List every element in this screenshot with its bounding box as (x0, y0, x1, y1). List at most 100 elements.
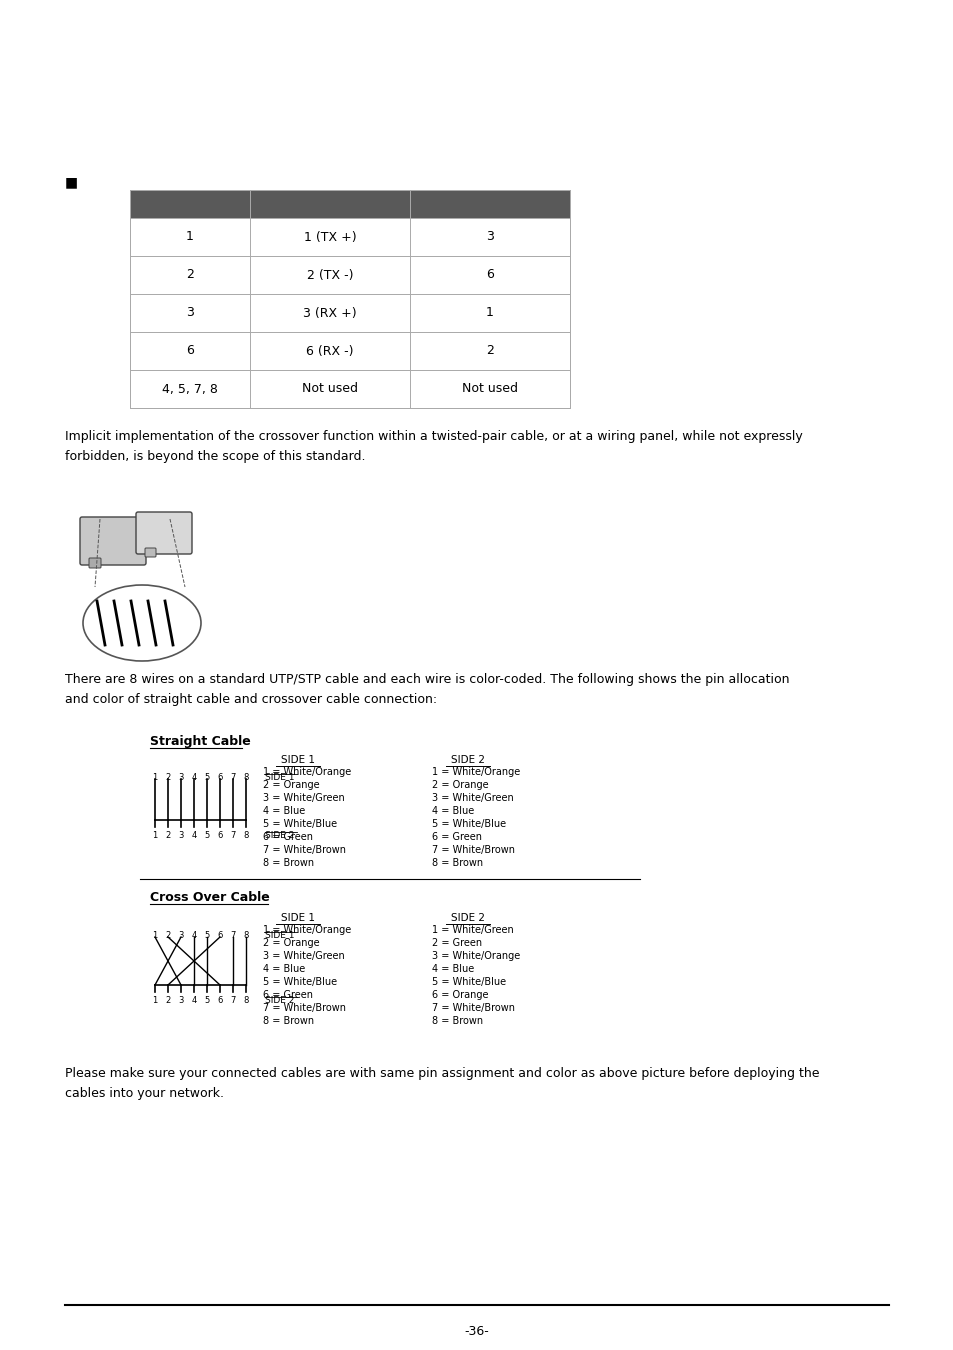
Text: -36-: -36- (464, 1324, 489, 1338)
Text: 5 = White/Blue: 5 = White/Blue (263, 977, 336, 987)
Text: 7 = White/Brown: 7 = White/Brown (263, 1003, 346, 1012)
Text: SIDE 2: SIDE 2 (265, 996, 294, 1004)
Text: 1: 1 (186, 231, 193, 243)
Text: SIDE 1: SIDE 1 (281, 755, 314, 765)
Text: 2 = Orange: 2 = Orange (263, 938, 319, 948)
Text: 4: 4 (192, 832, 196, 840)
Text: 6 = Green: 6 = Green (263, 990, 313, 1000)
Text: 1: 1 (152, 996, 157, 1004)
Bar (130, 370, 569, 408)
Text: 4, 5, 7, 8: 4, 5, 7, 8 (162, 382, 217, 396)
Text: 3 = White/Green: 3 = White/Green (263, 950, 344, 961)
Text: 2: 2 (165, 996, 171, 1004)
Ellipse shape (83, 585, 201, 662)
Text: 8: 8 (243, 996, 249, 1004)
Text: 4: 4 (192, 774, 196, 782)
Text: 3 = White/Green: 3 = White/Green (263, 792, 344, 803)
Text: 2 = Orange: 2 = Orange (263, 780, 319, 790)
Text: 3: 3 (485, 231, 494, 243)
Text: 4 = Blue: 4 = Blue (263, 806, 305, 815)
Text: 1: 1 (485, 306, 494, 320)
Text: 2: 2 (485, 344, 494, 358)
Text: 6: 6 (217, 774, 222, 782)
Text: 2: 2 (165, 832, 171, 840)
Text: 1 = White/Green: 1 = White/Green (432, 925, 514, 936)
Text: 6: 6 (485, 269, 494, 282)
Text: 3: 3 (178, 996, 184, 1004)
FancyBboxPatch shape (80, 517, 146, 566)
Bar (130, 256, 569, 294)
Text: 5: 5 (204, 832, 210, 840)
Text: 6: 6 (217, 931, 222, 940)
Text: SIDE 2: SIDE 2 (451, 755, 484, 765)
Text: 6: 6 (186, 344, 193, 358)
Text: 1 (TX +): 1 (TX +) (303, 231, 355, 243)
Text: 3: 3 (178, 774, 184, 782)
Text: 3 (RX +): 3 (RX +) (303, 306, 356, 320)
Text: 7 = White/Brown: 7 = White/Brown (432, 845, 515, 855)
Text: Implicit implementation of the crossover function within a twisted-pair cable, o: Implicit implementation of the crossover… (65, 431, 801, 463)
Text: Not used: Not used (461, 382, 517, 396)
Text: 6: 6 (217, 832, 222, 840)
Bar (130, 294, 569, 332)
Text: 4: 4 (192, 931, 196, 940)
Text: 2: 2 (165, 931, 171, 940)
Text: 1 = White/Orange: 1 = White/Orange (432, 767, 519, 778)
Text: 3 = White/Orange: 3 = White/Orange (432, 950, 519, 961)
Text: 5 = White/Blue: 5 = White/Blue (263, 819, 336, 829)
Text: 6 = Green: 6 = Green (432, 832, 481, 842)
Text: 7: 7 (230, 774, 235, 782)
Text: 2: 2 (165, 774, 171, 782)
Text: 7: 7 (230, 931, 235, 940)
Text: Please make sure your connected cables are with same pin assignment and color as: Please make sure your connected cables a… (65, 1066, 819, 1100)
FancyBboxPatch shape (145, 548, 156, 558)
Text: SIDE 2: SIDE 2 (265, 832, 294, 840)
Text: 8: 8 (243, 774, 249, 782)
Text: 4 = Blue: 4 = Blue (263, 964, 305, 973)
Text: 8 = Brown: 8 = Brown (432, 859, 482, 868)
FancyBboxPatch shape (136, 512, 192, 553)
Text: 3: 3 (186, 306, 193, 320)
Text: 6 = Orange: 6 = Orange (432, 990, 488, 1000)
Bar (130, 190, 569, 217)
Text: Not used: Not used (302, 382, 357, 396)
Text: Straight Cable: Straight Cable (150, 734, 251, 748)
Text: 7: 7 (230, 832, 235, 840)
Text: 1: 1 (152, 931, 157, 940)
Text: 5 = White/Blue: 5 = White/Blue (432, 977, 506, 987)
Text: Cross Over Cable: Cross Over Cable (150, 891, 270, 904)
Text: 8 = Brown: 8 = Brown (263, 859, 314, 868)
Text: ■: ■ (65, 176, 78, 189)
Text: 4 = Blue: 4 = Blue (432, 964, 474, 973)
Text: SIDE 1: SIDE 1 (265, 774, 294, 782)
Text: 4 = Blue: 4 = Blue (432, 806, 474, 815)
Text: SIDE 1: SIDE 1 (265, 931, 294, 940)
Text: 5: 5 (204, 931, 210, 940)
Text: 2 (TX -): 2 (TX -) (307, 269, 353, 282)
Text: 6 = Green: 6 = Green (263, 832, 313, 842)
FancyBboxPatch shape (89, 558, 101, 568)
Bar (130, 332, 569, 370)
Text: 5: 5 (204, 774, 210, 782)
Text: 4: 4 (192, 996, 196, 1004)
Text: 3 = White/Green: 3 = White/Green (432, 792, 514, 803)
Text: 5 = White/Blue: 5 = White/Blue (432, 819, 506, 829)
Text: 1: 1 (152, 832, 157, 840)
Text: 6: 6 (217, 996, 222, 1004)
Text: 3: 3 (178, 931, 184, 940)
Text: There are 8 wires on a standard UTP/STP cable and each wire is color-coded. The : There are 8 wires on a standard UTP/STP … (65, 674, 789, 706)
Bar (130, 217, 569, 256)
Text: 7 = White/Brown: 7 = White/Brown (432, 1003, 515, 1012)
Text: 6 (RX -): 6 (RX -) (306, 344, 354, 358)
Text: 8: 8 (243, 832, 249, 840)
Text: 2 = Orange: 2 = Orange (432, 780, 488, 790)
Text: 7: 7 (230, 996, 235, 1004)
Text: 3: 3 (178, 832, 184, 840)
Text: SIDE 2: SIDE 2 (451, 913, 484, 923)
Bar (130, 190, 569, 408)
Text: 5: 5 (204, 996, 210, 1004)
Text: SIDE 1: SIDE 1 (281, 913, 314, 923)
Text: 2: 2 (186, 269, 193, 282)
Text: 8 = Brown: 8 = Brown (263, 1017, 314, 1026)
Text: 1 = White/Orange: 1 = White/Orange (263, 925, 351, 936)
